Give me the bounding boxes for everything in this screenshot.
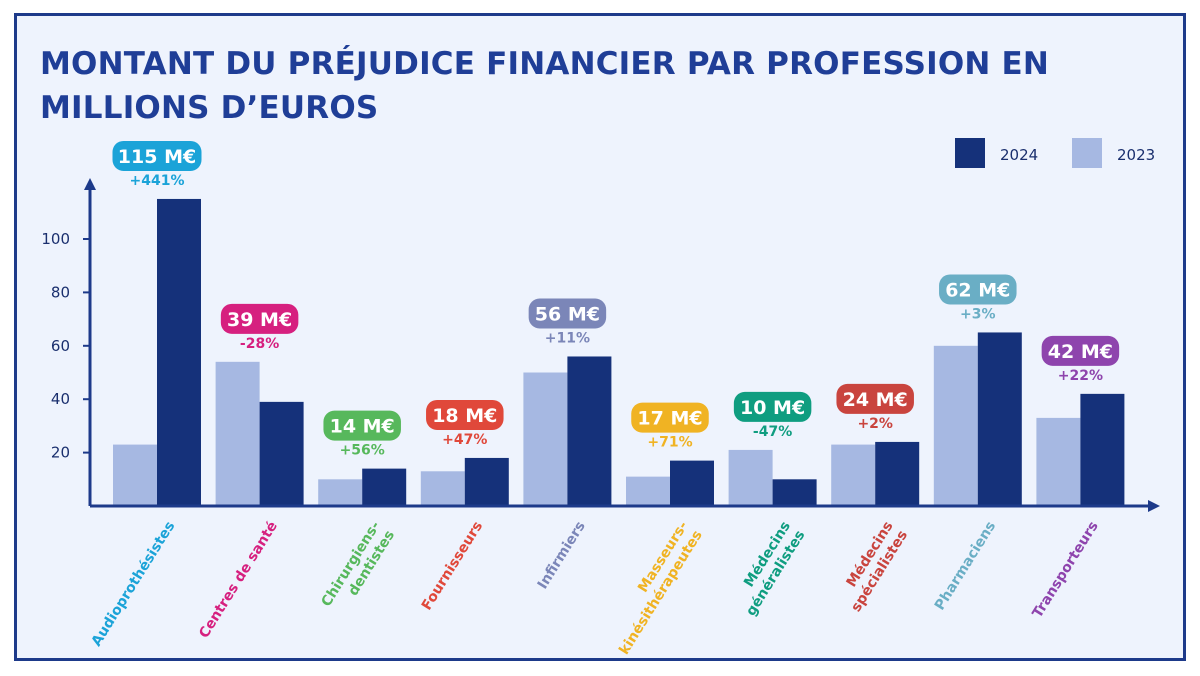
bar-2023 <box>318 479 363 506</box>
bar-2023 <box>420 471 465 506</box>
bar-2023 <box>215 361 260 506</box>
bar-2023 <box>113 444 157 506</box>
category-label: Chirurgiens-dentistes <box>318 518 398 618</box>
value-badge-label: 39 M€ <box>227 309 292 331</box>
bar-2024 <box>157 198 201 506</box>
value-badge-label: 24 M€ <box>843 389 908 411</box>
value-badge <box>220 303 299 334</box>
value-badge-label: 18 M€ <box>432 405 497 427</box>
value-badge <box>939 274 1017 305</box>
category-label: Transporteurs <box>1030 519 1102 621</box>
category-label: Médecinsgénéralistes <box>729 519 809 619</box>
change-label: +47% <box>442 432 487 448</box>
category-label: Audioprothésistes <box>89 519 179 650</box>
x-axis-arrow <box>1148 500 1160 512</box>
value-badge-label: 56 M€ <box>535 303 600 325</box>
legend-swatch-2024 <box>955 138 985 168</box>
bar-2023 <box>933 345 978 506</box>
bar-2024 <box>772 479 817 506</box>
value-badge <box>528 298 607 329</box>
y-tick-label: 40 <box>51 390 70 408</box>
change-label: +71% <box>647 435 692 451</box>
legend-swatch-2023 <box>1072 138 1102 168</box>
bar-2024 <box>362 468 407 506</box>
value-badge <box>836 383 914 414</box>
category-label: Fournisseurs <box>419 519 486 614</box>
value-badge <box>631 402 709 433</box>
change-label: +3% <box>960 306 996 322</box>
bar-2024 <box>1080 393 1125 506</box>
category-label: Médecinsspécialistes <box>834 519 911 615</box>
category-label: Masseurs-kinésithérapeutes <box>602 518 706 657</box>
bar-2023 <box>728 449 773 506</box>
y-tick-label: 80 <box>51 283 70 301</box>
value-badge <box>323 410 401 441</box>
change-label: -28% <box>240 336 279 352</box>
y-tick-label: 20 <box>51 444 70 462</box>
value-badge <box>112 140 202 171</box>
change-label: +2% <box>857 416 893 432</box>
value-badge-label: 10 M€ <box>740 397 805 419</box>
bar-2023 <box>1036 417 1081 506</box>
value-badge-label: 14 M€ <box>330 416 395 438</box>
change-label: -47% <box>753 424 792 440</box>
value-badge <box>1041 335 1120 366</box>
value-badge-label: 17 M€ <box>637 408 702 430</box>
value-badge-label: 62 M€ <box>945 279 1010 301</box>
bar-2024 <box>464 457 509 506</box>
value-badge-label: 42 M€ <box>1048 341 1113 363</box>
change-label: +56% <box>340 443 385 459</box>
value-badge <box>426 399 504 430</box>
bar-2024 <box>875 441 920 506</box>
legend-label-2023: 2023 <box>1117 146 1155 164</box>
bar-2024 <box>259 401 304 506</box>
change-label: +22% <box>1058 368 1103 384</box>
value-badge-label: 115 M€ <box>118 146 196 168</box>
chart-title: MONTANT DU PRÉJUDICE FINANCIER PAR PROFE… <box>40 46 1050 126</box>
bar-2023 <box>523 372 568 506</box>
change-label: +441% <box>130 173 185 189</box>
bar-2023 <box>831 444 876 506</box>
bar-2024 <box>567 356 612 506</box>
change-label: +11% <box>545 330 590 346</box>
legend-label-2024: 2024 <box>1000 146 1038 164</box>
bar-2023 <box>626 476 670 506</box>
value-badge <box>733 391 812 422</box>
category-label: Infirmiers <box>535 519 589 592</box>
bar-2024 <box>670 460 714 506</box>
y-tick-label: 100 <box>41 230 70 248</box>
y-tick-label: 60 <box>51 337 70 355</box>
y-axis-arrow <box>84 178 96 190</box>
category-label: Centres de santé <box>196 519 281 641</box>
bar-2024 <box>977 332 1022 506</box>
category-label: Pharmaciens <box>932 519 999 614</box>
